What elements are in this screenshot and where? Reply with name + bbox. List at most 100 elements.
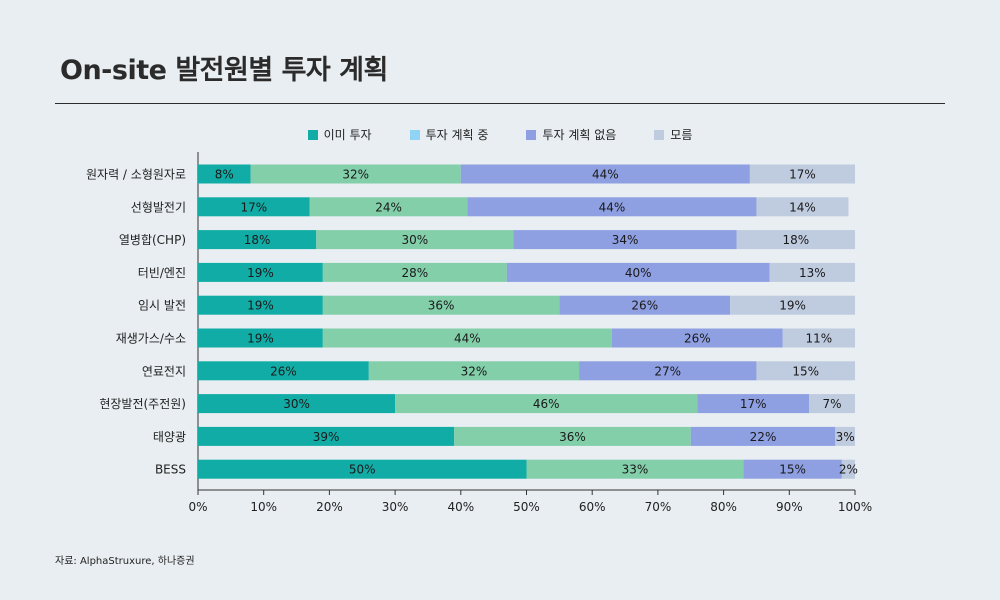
data-label: 8%: [215, 168, 234, 182]
data-label: 46%: [533, 397, 560, 411]
legend-item-unknown: 모름: [654, 126, 692, 143]
data-label: 28%: [401, 266, 428, 280]
title-divider: [55, 103, 945, 104]
data-label: 24%: [375, 200, 402, 214]
data-label: 17%: [241, 200, 268, 214]
data-label: 19%: [247, 332, 274, 346]
legend: 이미 투자 투자 계획 중 투자 계획 없음 모름: [0, 126, 1000, 143]
data-label: 30%: [283, 397, 310, 411]
data-label: 19%: [247, 299, 274, 313]
legend-swatch: [409, 129, 420, 140]
bar-segment: [198, 459, 527, 479]
x-tick-label: 100%: [838, 500, 872, 514]
data-label: 19%: [779, 299, 806, 313]
data-label: 18%: [244, 233, 271, 247]
legend-swatch: [307, 129, 318, 140]
bar-segment: [322, 328, 612, 348]
x-tick-label: 60%: [579, 500, 606, 514]
bar-segment: [198, 230, 317, 250]
bar-segment: [322, 295, 560, 315]
legend-label: 모름: [670, 128, 693, 142]
bar-segment: [460, 164, 750, 184]
bar-segment: [736, 230, 855, 250]
data-label: 44%: [599, 200, 626, 214]
category-label: 재생가스/수소: [116, 332, 186, 346]
x-tick-label: 90%: [776, 500, 803, 514]
x-tick-label: 20%: [316, 500, 343, 514]
x-tick-label: 10%: [250, 500, 277, 514]
bar-segment: [467, 197, 757, 217]
x-tick-label: 30%: [382, 500, 409, 514]
category-label: 열병합(CHP): [119, 233, 186, 247]
bar-segment: [559, 295, 731, 315]
category-label: 선형발전기: [131, 200, 186, 214]
x-tick-label: 50%: [513, 500, 540, 514]
data-label: 11%: [806, 332, 833, 346]
data-label: 22%: [750, 430, 777, 444]
bar-segment: [809, 394, 855, 414]
bar-segment: [579, 361, 757, 381]
legend-label: 이미 투자: [323, 128, 372, 142]
legend-label: 투자 계획 없음: [542, 128, 617, 142]
bar-segment: [756, 197, 849, 217]
data-label: 36%: [559, 430, 586, 444]
bar-segment: [611, 328, 783, 348]
category-label: 원자력 / 소형원자로: [86, 168, 186, 182]
category-label: 연료전지: [142, 364, 186, 378]
bar-segment: [198, 328, 323, 348]
bar-segment: [309, 197, 468, 217]
chart-title: On-site 발전원별 투자 계획: [60, 55, 388, 86]
data-label: 7%: [822, 397, 841, 411]
bar-segment: [749, 164, 855, 184]
bar-segment: [769, 262, 855, 282]
bar-segment: [454, 426, 691, 446]
data-label: 50%: [349, 463, 376, 477]
category-label: 현장발전(주전원): [99, 397, 186, 411]
bar-segment: [198, 197, 310, 217]
bar-segment: [697, 394, 810, 414]
category-label: 태양광: [153, 430, 186, 444]
data-label: 44%: [454, 332, 481, 346]
data-label: 26%: [631, 299, 658, 313]
data-label: 17%: [789, 168, 816, 182]
category-label: BESS: [155, 463, 186, 477]
data-label: 2%: [839, 463, 858, 477]
bar-segment: [316, 230, 514, 250]
data-label: 40%: [625, 266, 652, 280]
x-tick-label: 80%: [710, 500, 737, 514]
x-tick-label: 70%: [645, 500, 672, 514]
data-label: 26%: [684, 332, 711, 346]
bar-segment: [198, 361, 369, 381]
bar-segment: [250, 164, 461, 184]
data-label: 3%: [836, 430, 855, 444]
source-note: 자료: AlphaStruxure, 하나증권: [55, 556, 195, 567]
data-label: 15%: [779, 463, 806, 477]
legend-item-no-plan: 투자 계획 없음: [526, 126, 616, 143]
data-label: 39%: [313, 430, 340, 444]
legend-swatch: [654, 129, 665, 140]
bar-segment: [198, 164, 251, 184]
data-label: 33%: [622, 463, 649, 477]
data-label: 27%: [654, 364, 681, 378]
bar-segment: [782, 328, 855, 348]
data-label: 15%: [792, 364, 819, 378]
bar-segment: [506, 262, 770, 282]
data-label: 19%: [247, 266, 274, 280]
legend-item-invested: 이미 투자: [307, 126, 372, 143]
data-label: 36%: [428, 299, 455, 313]
x-tick-label: 0%: [188, 500, 207, 514]
bar-segment: [198, 426, 455, 446]
bar-segment: [526, 459, 744, 479]
bar-segment: [395, 394, 698, 414]
data-label: 13%: [799, 266, 826, 280]
bar-segment: [841, 459, 855, 479]
legend-swatch: [526, 129, 537, 140]
bar-segment: [513, 230, 737, 250]
bar-segment: [198, 295, 323, 315]
category-label: 임시 발전: [138, 299, 186, 313]
bar-segment: [690, 426, 836, 446]
data-label: 44%: [592, 168, 619, 182]
bar-segment: [835, 426, 855, 446]
data-label: 26%: [270, 364, 297, 378]
